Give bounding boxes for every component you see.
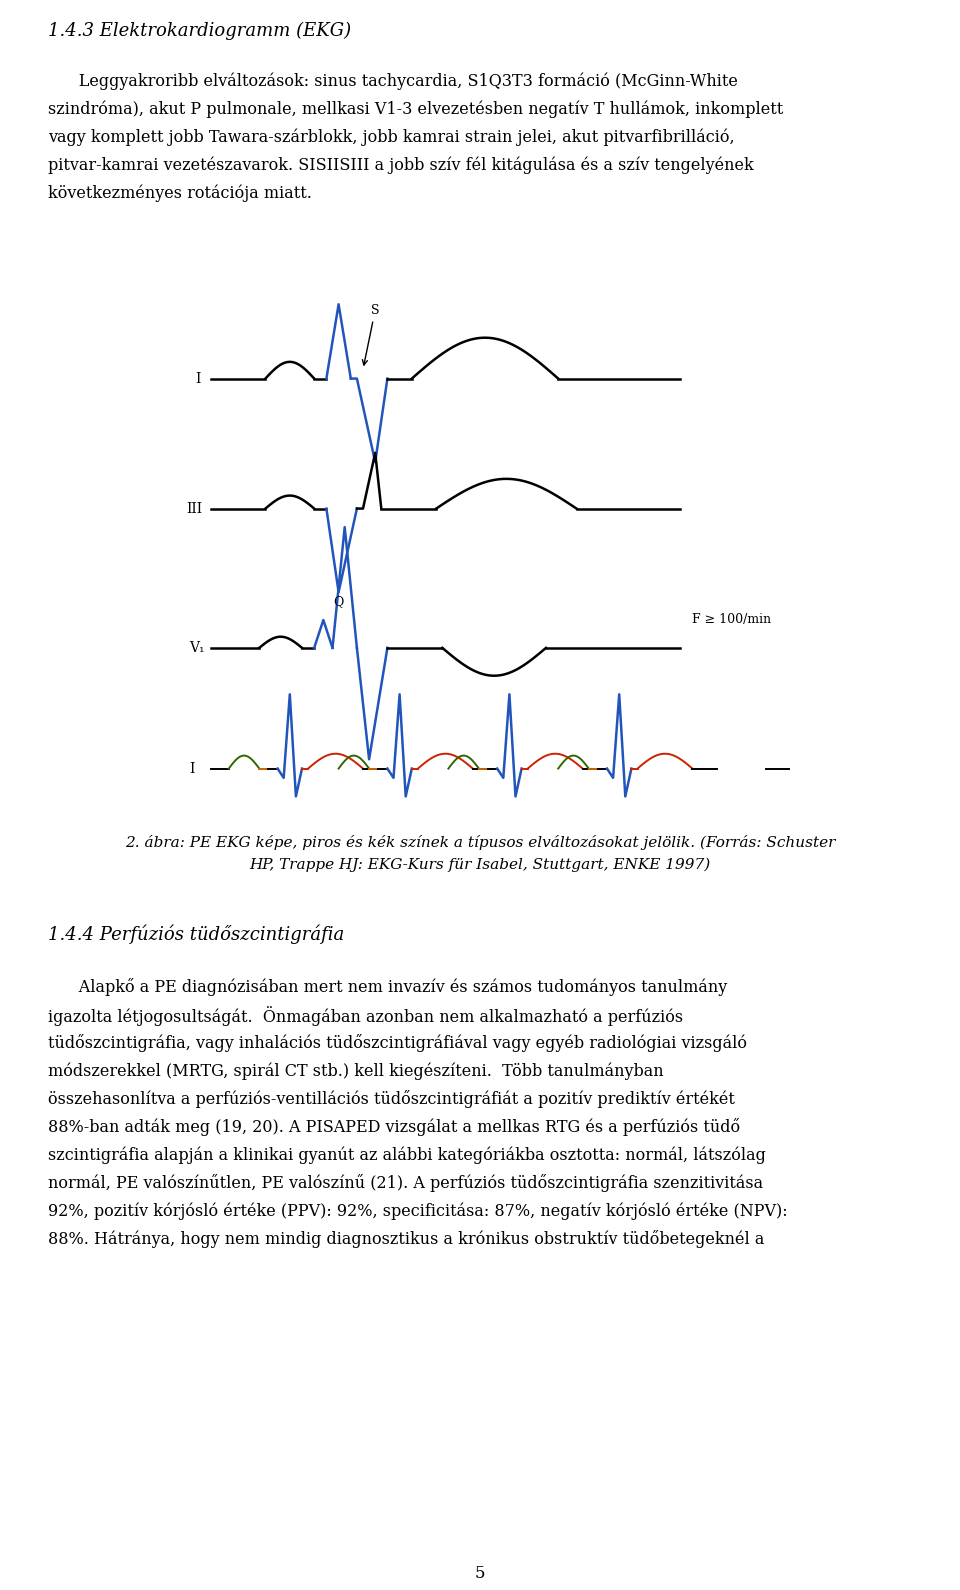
Text: 92%, pozitív kórjósló értéke (PPV): 92%, specificitása: 87%, negatív kórjósló ér: 92%, pozitív kórjósló értéke (PPV): 92%,… [48,1202,787,1220]
Text: Alapkő a PE diagnózisában mert nem invazív és számos tudományos tanulmány: Alapkő a PE diagnózisában mert nem invaz… [48,978,728,995]
Text: 2. ábra: PE EKG képe, piros és kék színek a típusos elváltozásokat jelölik. (For: 2. ábra: PE EKG képe, piros és kék színe… [125,835,835,851]
Text: módszerekkel (MRTG, spirál CT stb.) kell kiegészíteni.  Több tanulmányban: módszerekkel (MRTG, spirál CT stb.) kell… [48,1062,663,1080]
Text: 1.4.3 Elektrokardiogramm (EKG): 1.4.3 Elektrokardiogramm (EKG) [48,22,351,40]
Text: HP, Trappe HJ: EKG-Kurs für Isabel, Stuttgart, ENKE 1997): HP, Trappe HJ: EKG-Kurs für Isabel, Stut… [250,859,710,873]
Text: szcintigráfia alapján a klinikai gyanút az alábbi kategóriákba osztotta: normál,: szcintigráfia alapján a klinikai gyanút … [48,1146,766,1164]
Text: pitvar-kamrai vezetészavarok. SISIISIII a jobb szív fél kitágulása és a szív ten: pitvar-kamrai vezetészavarok. SISIISIII … [48,156,754,173]
Text: normál, PE valószínűtlen, PE valószínű (21). A perfúziós tüdőszcintigráfia szenz: normál, PE valószínűtlen, PE valószínű (… [48,1173,763,1192]
Text: V₁: V₁ [189,641,204,655]
Text: I: I [189,762,195,776]
Text: Leggyakroribb elváltozások: sinus tachycardia, S1Q3T3 formáció (McGinn-White: Leggyakroribb elváltozások: sinus tachyc… [48,72,738,89]
Text: vagy komplett jobb Tawara-szárblokk, jobb kamrai strain jelei, akut pitvarfibril: vagy komplett jobb Tawara-szárblokk, job… [48,129,734,146]
Text: Q: Q [333,595,344,607]
Text: összehasonlítva a perfúziós-ventillációs tüdőszcintigráfiát a pozitív prediktív : összehasonlítva a perfúziós-ventillációs… [48,1091,734,1108]
Text: 88%. Hátránya, hogy nem mindig diagnosztikus a krónikus obstruktív tüdőbetegekné: 88%. Hátránya, hogy nem mindig diagnoszt… [48,1231,764,1248]
Text: 5: 5 [475,1565,485,1582]
Text: III: III [186,501,203,515]
Text: F ≥ 100/min: F ≥ 100/min [692,614,772,626]
Text: S: S [363,304,379,366]
Text: I: I [195,372,201,385]
Text: következményes rotációja miatt.: következményes rotációja miatt. [48,184,312,202]
Text: tüdőszcintigráfia, vagy inhalációs tüdőszcintigráfiával vagy egyéb radiológiai v: tüdőszcintigráfia, vagy inhalációs tüdős… [48,1034,747,1053]
Text: szindróma), akut P pulmonale, mellkasi V1-3 elvezetésben negatív T hullámok, ink: szindróma), akut P pulmonale, mellkasi V… [48,100,783,118]
Text: igazolta létjogosultságát.  Önmagában azonban nem alkalmazható a perfúziós: igazolta létjogosultságát. Önmagában azo… [48,1006,684,1026]
Text: 1.4.4 Perfúziós tüdőszcintigráfia: 1.4.4 Perfúziós tüdőszcintigráfia [48,925,345,944]
Text: 88%-ban adták meg (19, 20). A PISAPED vizsgálat a mellkas RTG és a perfúziós tüd: 88%-ban adták meg (19, 20). A PISAPED vi… [48,1118,740,1135]
